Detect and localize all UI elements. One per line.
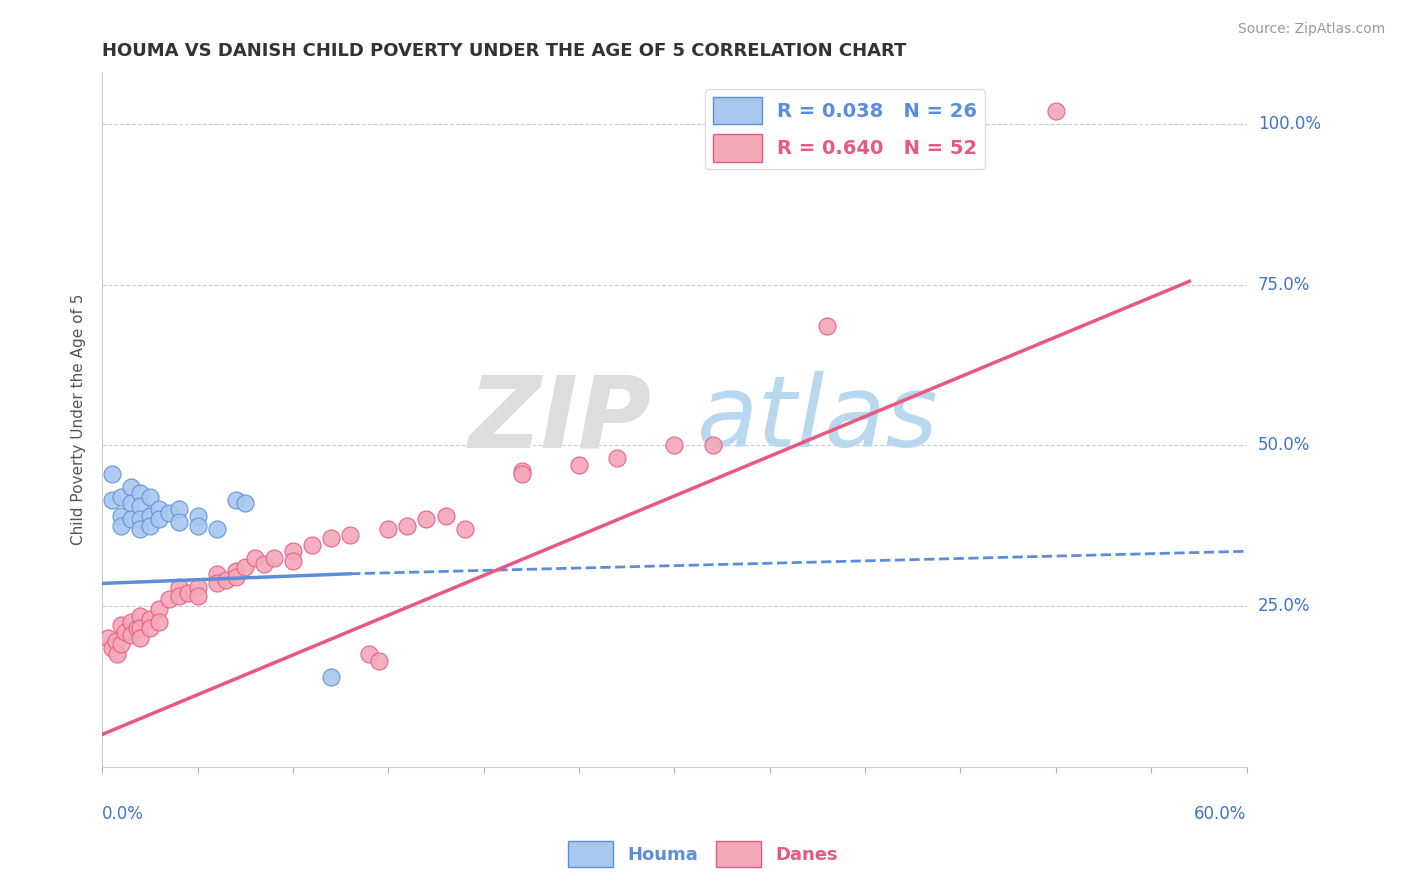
- Point: [215, 573, 238, 587]
- Point: [104, 634, 127, 648]
- Point: [110, 508, 132, 523]
- Point: [205, 576, 228, 591]
- Point: [110, 490, 132, 504]
- Text: atlas: atlas: [697, 371, 939, 468]
- Point: [139, 490, 162, 504]
- Point: [339, 528, 361, 542]
- Text: 25.0%: 25.0%: [1258, 597, 1310, 615]
- Point: [148, 512, 170, 526]
- Point: [233, 496, 256, 510]
- Point: [225, 570, 247, 584]
- Point: [434, 508, 457, 523]
- Point: [129, 486, 152, 500]
- Point: [100, 492, 122, 507]
- Point: [702, 438, 724, 452]
- Point: [120, 480, 142, 494]
- Point: [148, 615, 170, 629]
- Point: [367, 654, 389, 668]
- Point: [129, 608, 152, 623]
- Point: [120, 615, 142, 629]
- Point: [110, 618, 132, 632]
- Point: [301, 538, 323, 552]
- Point: [100, 467, 122, 482]
- Point: [415, 512, 437, 526]
- Point: [148, 502, 170, 516]
- Text: 100.0%: 100.0%: [1258, 115, 1320, 133]
- Point: [100, 640, 122, 655]
- Point: [453, 522, 475, 536]
- Point: [253, 557, 276, 571]
- Point: [1045, 103, 1067, 118]
- Point: [139, 621, 162, 635]
- Point: [205, 566, 228, 581]
- Point: [359, 647, 381, 661]
- Text: 60.0%: 60.0%: [1194, 805, 1247, 823]
- Point: [377, 522, 399, 536]
- Point: [139, 612, 162, 626]
- Point: [97, 631, 120, 645]
- Point: [110, 518, 132, 533]
- Point: [129, 631, 152, 645]
- Point: [129, 522, 152, 536]
- Point: [187, 580, 209, 594]
- Point: [319, 670, 342, 684]
- Point: [129, 512, 152, 526]
- Text: 0.0%: 0.0%: [103, 805, 143, 823]
- Point: [187, 518, 209, 533]
- Point: [157, 506, 180, 520]
- Point: [281, 554, 304, 568]
- Point: [815, 319, 838, 334]
- Point: [157, 592, 180, 607]
- Point: [120, 496, 142, 510]
- Point: [568, 458, 591, 472]
- Point: [225, 564, 247, 578]
- Point: [664, 438, 686, 452]
- Point: [129, 500, 152, 514]
- Point: [205, 522, 228, 536]
- Text: 50.0%: 50.0%: [1258, 436, 1310, 454]
- Point: [107, 647, 129, 661]
- Point: [139, 508, 162, 523]
- Point: [263, 550, 285, 565]
- Point: [396, 518, 419, 533]
- Point: [114, 624, 136, 639]
- Point: [148, 602, 170, 616]
- Point: [129, 621, 152, 635]
- Point: [167, 580, 190, 594]
- Point: [606, 451, 628, 466]
- Text: 75.0%: 75.0%: [1258, 276, 1310, 293]
- Legend: Houma, Danes: Houma, Danes: [561, 834, 845, 874]
- Legend: R = 0.038   N = 26, R = 0.640   N = 52: R = 0.038 N = 26, R = 0.640 N = 52: [706, 89, 986, 169]
- Point: [125, 621, 148, 635]
- Text: Source: ZipAtlas.com: Source: ZipAtlas.com: [1237, 22, 1385, 37]
- Point: [167, 589, 190, 603]
- Point: [510, 467, 533, 482]
- Point: [139, 518, 162, 533]
- Point: [167, 502, 190, 516]
- Y-axis label: Child Poverty Under the Age of 5: Child Poverty Under the Age of 5: [72, 293, 86, 545]
- Point: [243, 550, 266, 565]
- Point: [319, 532, 342, 546]
- Point: [167, 516, 190, 530]
- Point: [120, 628, 142, 642]
- Point: [233, 560, 256, 574]
- Point: [187, 508, 209, 523]
- Point: [510, 464, 533, 478]
- Point: [120, 512, 142, 526]
- Point: [225, 492, 247, 507]
- Point: [177, 586, 200, 600]
- Point: [281, 544, 304, 558]
- Point: [110, 637, 132, 651]
- Point: [187, 589, 209, 603]
- Text: ZIP: ZIP: [468, 371, 651, 468]
- Text: HOUMA VS DANISH CHILD POVERTY UNDER THE AGE OF 5 CORRELATION CHART: HOUMA VS DANISH CHILD POVERTY UNDER THE …: [103, 42, 907, 60]
